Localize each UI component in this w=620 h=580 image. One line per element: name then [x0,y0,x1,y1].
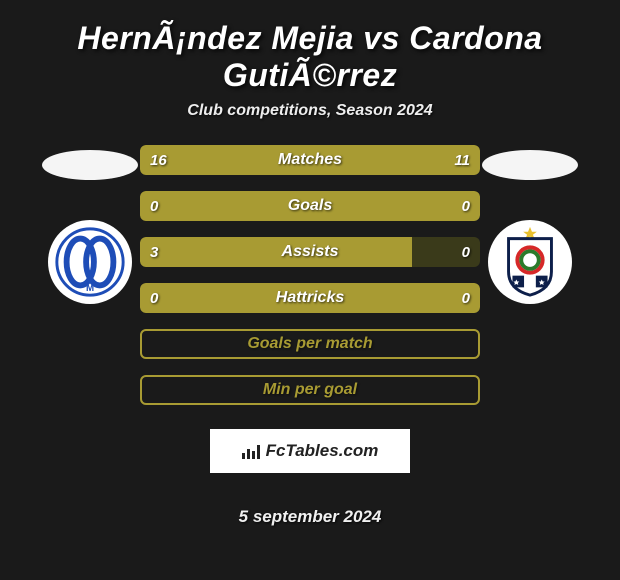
left-side-column: M [40,145,140,304]
stat-left-val: 3 [150,244,158,261]
comparison-title: HernÃ¡ndez Mejia vs Cardona GutiÃ©rrez [0,20,620,94]
svg-text:M: M [86,283,94,294]
stats-bars-column: 16 Matches 11 0 Goals 0 3 Assists 0 0 Ha… [140,145,480,527]
stat-label: Goals [288,197,332,215]
main-area: M 16 Matches 11 0 Goals 0 3 Assists [0,145,620,527]
stat-right-val: 0 [462,244,470,261]
stat-right-val: 0 [462,290,470,307]
stat-right-val: 11 [454,152,470,169]
subtitle: Club competitions, Season 2024 [0,102,620,120]
player-right-avatar-placeholder [482,150,578,180]
empty-row-mpg: Min per goal [140,375,480,405]
once-caldas-emblem-icon [491,223,569,301]
empty-row-label: Min per goal [263,381,357,399]
stat-left-val: 16 [150,152,167,169]
millonarios-emblem-icon: M [51,223,129,301]
infographic-container: HernÃ¡ndez Mejia vs Cardona GutiÃ©rrez C… [0,0,620,537]
stat-label: Hattricks [276,289,344,307]
brand-box: FcTables.com [210,429,410,473]
stat-left-val: 0 [150,290,158,307]
stat-left-val: 0 [150,198,158,215]
brand-chart-icon [242,443,262,459]
stat-label: Matches [278,151,342,169]
empty-row-label: Goals per match [247,335,372,353]
stat-row-matches: 16 Matches 11 [140,145,480,175]
brand-text: FcTables.com [242,441,379,461]
date-text: 5 september 2024 [239,507,382,527]
stat-right-val: 0 [462,198,470,215]
empty-row-gpm: Goals per match [140,329,480,359]
stat-row-hattricks: 0 Hattricks 0 [140,283,480,313]
brand-label: FcTables.com [266,441,379,461]
player-left-avatar-placeholder [42,150,138,180]
stat-row-assists: 3 Assists 0 [140,237,480,267]
stat-row-goals: 0 Goals 0 [140,191,480,221]
stat-label: Assists [282,243,339,261]
right-side-column [480,145,580,304]
left-club-badge: M [48,220,132,304]
right-club-badge [488,220,572,304]
